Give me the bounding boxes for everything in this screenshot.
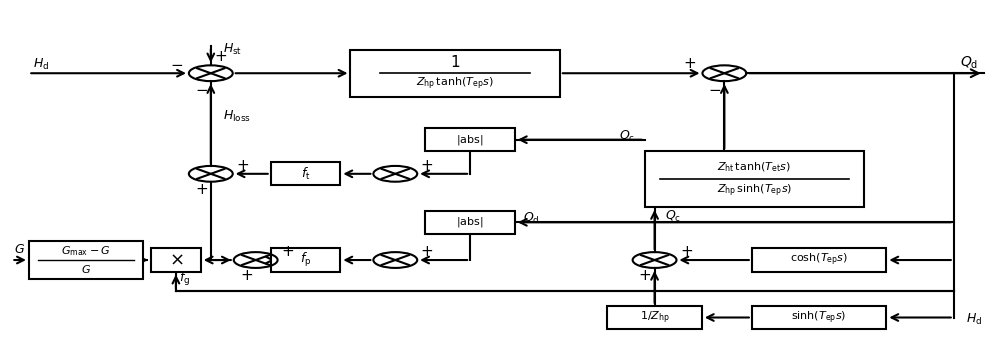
Text: $H_{\rm st}$: $H_{\rm st}$ (223, 42, 242, 58)
Text: $-$: $-$ (708, 82, 721, 96)
Text: $H_{\rm d}$: $H_{\rm d}$ (33, 57, 49, 72)
Text: $Q_{\rm c}$: $Q_{\rm c}$ (665, 209, 681, 224)
Text: $+$: $+$ (420, 159, 433, 173)
Text: $-$: $-$ (195, 82, 208, 96)
Text: $+$: $+$ (281, 245, 294, 259)
Text: $H_{\rm loss}$: $H_{\rm loss}$ (223, 109, 251, 124)
Text: $f_{\rm g}$: $f_{\rm g}$ (179, 270, 190, 288)
Text: $Q_{\rm d}$: $Q_{\rm d}$ (960, 54, 978, 71)
Text: $+$: $+$ (214, 50, 227, 64)
Text: $H_{\rm d}$: $H_{\rm d}$ (966, 312, 982, 327)
Text: $f_{\rm t}$: $f_{\rm t}$ (301, 166, 310, 182)
Text: $1$: $1$ (450, 54, 460, 71)
Text: $Z_{\rm hp}\,\sinh(T_{\rm ep}s)$: $Z_{\rm hp}\,\sinh(T_{\rm ep}s)$ (717, 183, 792, 199)
Text: $|\mathrm{abs}|$: $|\mathrm{abs}|$ (456, 133, 484, 147)
Text: $G_{\rm max}-G$: $G_{\rm max}-G$ (61, 244, 111, 258)
Text: $\times$: $\times$ (169, 251, 183, 269)
FancyBboxPatch shape (271, 248, 340, 272)
Text: $Q_{\rm d}$: $Q_{\rm d}$ (523, 211, 540, 226)
Text: $f_{\rm p}$: $f_{\rm p}$ (300, 251, 311, 269)
FancyBboxPatch shape (752, 248, 886, 272)
Text: $1/Z_{\rm hp}$: $1/Z_{\rm hp}$ (640, 309, 670, 326)
Text: $+$: $+$ (236, 159, 249, 173)
FancyBboxPatch shape (271, 162, 340, 185)
FancyBboxPatch shape (151, 248, 201, 272)
Text: $+$: $+$ (195, 183, 208, 197)
FancyBboxPatch shape (607, 306, 702, 329)
FancyBboxPatch shape (29, 241, 143, 279)
Text: $|\mathrm{abs}|$: $|\mathrm{abs}|$ (456, 215, 484, 229)
FancyBboxPatch shape (752, 306, 886, 329)
FancyBboxPatch shape (425, 128, 515, 151)
Text: $-$: $-$ (170, 57, 183, 71)
Text: $+$: $+$ (420, 245, 433, 259)
FancyBboxPatch shape (645, 151, 864, 207)
Text: $Z_{\rm hp}\,\tanh(T_{\rm ep}s)$: $Z_{\rm hp}\,\tanh(T_{\rm ep}s)$ (416, 76, 494, 92)
Text: $+$: $+$ (638, 269, 652, 283)
Text: $Q_{\rm c}$: $Q_{\rm c}$ (619, 129, 635, 144)
FancyBboxPatch shape (350, 50, 560, 97)
FancyBboxPatch shape (425, 211, 515, 234)
Text: $G$: $G$ (14, 243, 25, 256)
Text: $\cosh(T_{\rm ep}s)$: $\cosh(T_{\rm ep}s)$ (790, 252, 848, 268)
Text: $+$: $+$ (680, 245, 693, 259)
Text: $+$: $+$ (240, 269, 253, 283)
Text: $\sinh(T_{\rm ep}s)$: $\sinh(T_{\rm ep}s)$ (791, 309, 847, 326)
Text: $+$: $+$ (683, 57, 696, 71)
Text: $Z_{\rm ht}\,\tanh(T_{\rm et}s)$: $Z_{\rm ht}\,\tanh(T_{\rm et}s)$ (717, 161, 791, 174)
Text: $G$: $G$ (81, 263, 91, 275)
